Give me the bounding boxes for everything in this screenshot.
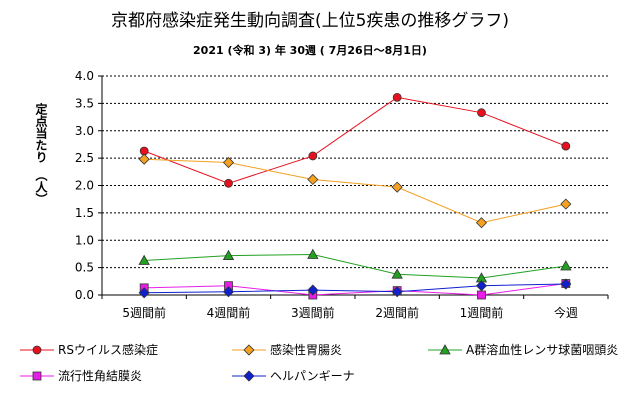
series-line	[143, 96, 567, 184]
x-tick-label: 2週間前	[375, 305, 419, 320]
series-line	[144, 283, 566, 294]
y-tick-label: 3.0	[75, 124, 94, 138]
data-point	[477, 290, 486, 300]
data-point	[307, 284, 319, 296]
legend-marker	[439, 344, 451, 355]
y-tick-label: 0.5	[75, 261, 94, 275]
legend-marker	[243, 370, 255, 382]
data-point	[391, 181, 403, 193]
series-line	[144, 158, 566, 224]
series-2	[138, 153, 572, 229]
data-point	[477, 108, 486, 118]
data-point	[308, 151, 318, 161]
data-point	[224, 178, 233, 188]
data-point	[560, 278, 572, 290]
y-tick-label: 2.0	[75, 179, 94, 193]
data-point	[138, 287, 150, 299]
axes: 0.0 0.5 1.0 1.5 2.0 2.5 3.0 3.5 4.0 5週間前 4週間前 3週間前 2…	[75, 69, 609, 320]
legend-item: 流行性角結膜炎	[20, 369, 142, 383]
data-point	[391, 286, 403, 298]
data-point	[307, 173, 319, 186]
data-point	[222, 249, 235, 260]
data-point	[307, 248, 319, 259]
chart-title: 京都府感染症発生動向調査(上位5疾患の推移グラフ)	[111, 11, 509, 31]
data-point	[138, 254, 150, 265]
legend-label: A群溶血性レンサ球菌咽頭炎	[466, 342, 618, 357]
series-1	[139, 92, 571, 188]
data-point	[475, 280, 488, 292]
data-point	[392, 92, 402, 102]
legend-marker	[32, 371, 42, 381]
legend-marker	[243, 344, 255, 356]
x-tick-label: 5週間前	[122, 305, 166, 320]
data-point	[391, 268, 403, 279]
x-tick-label: 3週間前	[291, 305, 335, 320]
x-tick-label: 1週間前	[460, 305, 504, 320]
series-line	[144, 283, 566, 296]
y-axis-label: 定点当たり （人）	[34, 102, 48, 205]
y-tick-label: 2.5	[75, 151, 94, 165]
y-tick-label: 3.5	[75, 96, 94, 110]
legend-item: A群溶血性レンサ球菌咽頭炎	[428, 342, 618, 357]
legend-marker	[32, 345, 42, 355]
legend-item: ヘルパンギーナ	[232, 369, 355, 383]
legend-label: RSウイルス感染症	[58, 342, 158, 357]
y-tick-label: 1.5	[75, 206, 94, 220]
data-point	[560, 198, 572, 210]
data-point	[475, 217, 488, 229]
legend-label: 流行性角結膜炎	[58, 369, 142, 383]
data-point	[138, 153, 150, 165]
y-tick-label: 4.0	[75, 69, 94, 83]
gridlines	[102, 75, 608, 269]
data-point	[222, 156, 235, 169]
legend-label: 感染性胃腸炎	[270, 342, 342, 357]
data-point	[222, 286, 235, 298]
data-point	[560, 260, 572, 271]
legend-item: RSウイルス感染症	[20, 342, 158, 357]
legend-label: ヘルパンギーナ	[270, 369, 355, 383]
y-tick-label: 1.0	[75, 233, 94, 247]
series-lines	[138, 92, 572, 300]
series-5	[138, 278, 572, 299]
legend-item: 感染性胃腸炎	[232, 342, 342, 357]
series-line	[144, 253, 566, 279]
x-tick-label: 今週	[554, 305, 578, 320]
data-point	[561, 141, 571, 151]
y-tick-label: 0.0	[75, 288, 94, 302]
chart-subtitle: 2021 (令和 3) 年 30週 ( 7月26日～8月1日)	[193, 43, 427, 57]
series-3	[138, 248, 572, 283]
x-tick-label: 4週間前	[207, 305, 251, 320]
